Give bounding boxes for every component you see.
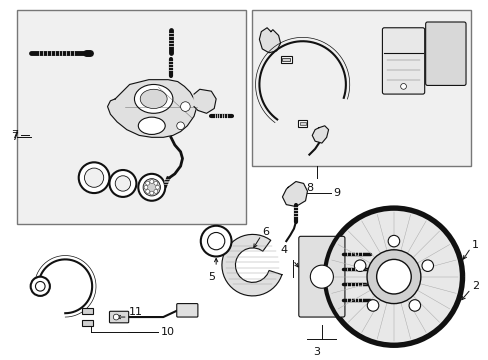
Bar: [282, 58, 289, 62]
Text: 5: 5: [207, 272, 214, 282]
Text: 6: 6: [262, 226, 269, 237]
Text: 8: 8: [305, 184, 312, 193]
Circle shape: [79, 162, 109, 193]
Polygon shape: [194, 89, 216, 113]
Ellipse shape: [134, 85, 173, 113]
Circle shape: [154, 189, 158, 193]
Circle shape: [113, 314, 119, 320]
Text: 7: 7: [11, 132, 19, 142]
Circle shape: [144, 185, 147, 189]
Text: 4: 4: [280, 244, 287, 255]
Polygon shape: [107, 80, 197, 137]
Text: 9: 9: [333, 188, 340, 198]
Circle shape: [138, 174, 165, 201]
Circle shape: [154, 181, 158, 185]
Circle shape: [326, 210, 460, 344]
Text: 7: 7: [11, 130, 19, 140]
Circle shape: [143, 179, 160, 196]
Circle shape: [207, 233, 224, 250]
Circle shape: [387, 235, 399, 247]
Bar: [81, 309, 93, 314]
Circle shape: [400, 84, 406, 89]
Circle shape: [31, 277, 50, 296]
Ellipse shape: [138, 117, 165, 134]
Circle shape: [36, 282, 45, 291]
FancyBboxPatch shape: [425, 22, 465, 85]
Circle shape: [201, 226, 231, 256]
Circle shape: [145, 181, 149, 185]
Text: 10: 10: [160, 328, 174, 337]
Bar: [280, 56, 291, 63]
Ellipse shape: [140, 89, 167, 108]
Text: 11: 11: [128, 307, 142, 317]
Circle shape: [421, 260, 433, 271]
Text: 1: 1: [471, 240, 478, 250]
Circle shape: [155, 185, 159, 189]
FancyBboxPatch shape: [176, 303, 198, 317]
FancyBboxPatch shape: [382, 28, 424, 94]
Circle shape: [354, 260, 365, 271]
Bar: [17, 10, 245, 224]
Circle shape: [115, 176, 130, 191]
Circle shape: [376, 260, 410, 294]
Bar: [251, 10, 470, 166]
Polygon shape: [312, 126, 328, 143]
Bar: [297, 120, 307, 127]
FancyBboxPatch shape: [298, 236, 344, 317]
Circle shape: [84, 168, 103, 187]
Bar: [299, 122, 305, 125]
Circle shape: [149, 180, 153, 184]
Circle shape: [366, 300, 378, 311]
Circle shape: [145, 189, 149, 193]
Text: 3: 3: [313, 347, 320, 357]
Circle shape: [408, 300, 420, 311]
Polygon shape: [259, 28, 280, 53]
Polygon shape: [222, 234, 282, 296]
Circle shape: [310, 265, 333, 288]
Circle shape: [366, 250, 420, 303]
Circle shape: [180, 102, 190, 111]
Circle shape: [176, 122, 184, 130]
Bar: [81, 320, 93, 326]
Text: 2: 2: [471, 281, 478, 291]
Polygon shape: [282, 181, 307, 207]
Circle shape: [149, 191, 153, 195]
Circle shape: [109, 170, 136, 197]
FancyBboxPatch shape: [109, 311, 128, 323]
